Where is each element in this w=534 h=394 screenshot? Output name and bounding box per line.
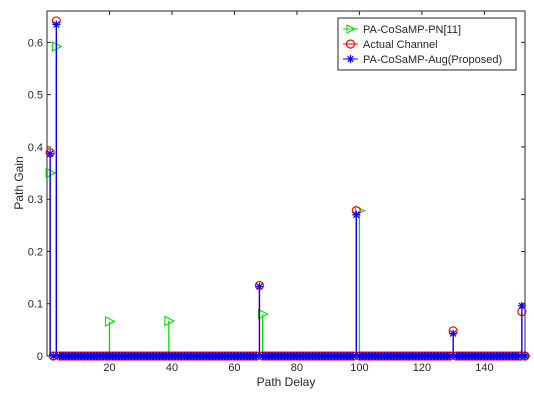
legend-marker-asterisk-icon: [346, 55, 355, 63]
stem-marker: [255, 282, 264, 291]
x-tick-label: 20: [103, 362, 115, 374]
legend-label-pa-cosamp-pn: PA-CoSaMP-PN[11]: [363, 24, 461, 36]
asterisk-stroke: [518, 302, 526, 310]
asterisk-stroke: [256, 283, 263, 290]
stem-marker: [46, 149, 55, 158]
stem-marker: [352, 210, 361, 219]
asterisk-stroke: [352, 211, 360, 219]
series-2: [46, 20, 529, 360]
legend-label-pa-cosamp-aug: PA-CoSaMP-Aug(Proposed): [363, 54, 502, 66]
asterisk-stroke: [521, 352, 529, 360]
asterisk-stroke: [53, 21, 60, 28]
stem-marker: [52, 20, 61, 29]
asterisk-stroke: [46, 150, 54, 158]
stem-marker: [104, 316, 116, 327]
stem-marker: [517, 301, 526, 310]
legend-entry-pa-cosamp-aug: PA-CoSaMP-Aug(Proposed): [343, 54, 502, 66]
x-axis-label: Path Delay: [257, 375, 316, 389]
y-tick-label: 0.5: [28, 90, 43, 102]
asterisk-stroke: [49, 352, 57, 360]
legend-entry-pa-cosamp-pn: PA-CoSaMP-PN[11]: [343, 24, 461, 36]
x-tick-label: 140: [475, 362, 493, 374]
asterisk-stroke: [446, 352, 454, 360]
x-tick-label: 120: [413, 362, 431, 374]
y-tick-label: 0.3: [28, 194, 43, 206]
data-stems: [45, 16, 532, 362]
stem-marker: [258, 308, 269, 320]
asterisk-stroke: [515, 352, 523, 360]
x-tick-label: 60: [228, 362, 240, 374]
y-tick-label: 0.6: [28, 37, 43, 49]
y-tick-label: 0.2: [28, 246, 43, 258]
x-tick-label: 40: [166, 362, 178, 374]
y-tick-label: 0.1: [28, 299, 43, 311]
asterisk-stroke: [449, 330, 457, 337]
y-tick-label: 0.4: [28, 142, 43, 154]
legend-label-actual-channel: Actual Channel: [363, 39, 438, 51]
y-tick-label: 0: [37, 351, 43, 363]
legend: PA-CoSaMP-PN[11] Actual Channel PA-CoSaM…: [337, 17, 517, 71]
y-axis-label: Path Gain: [12, 156, 26, 209]
x-tick-label: 80: [291, 362, 303, 374]
legend-box: [337, 17, 517, 71]
legend-marker-circle-icon: [345, 39, 356, 49]
x-tick-label: 100: [350, 362, 368, 374]
asterisk-stroke: [349, 352, 357, 360]
legend-marker-triangle-icon: [346, 24, 357, 34]
stem-marker: [449, 329, 458, 338]
legend-entry-actual-channel: Actual Channel: [343, 39, 438, 51]
asterisk-stroke: [252, 352, 260, 360]
stem-marker: [164, 315, 176, 327]
